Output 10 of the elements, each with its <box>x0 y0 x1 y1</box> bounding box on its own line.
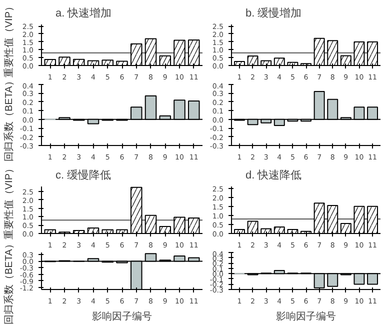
chart-title: b. 缓慢增加 <box>246 6 302 20</box>
y-axis-title: 重要性值（VIP） <box>2 1 15 78</box>
y-axis-title: 回归系数（BETA） <box>2 239 15 324</box>
y-axis-title: 重要性值（VIP） <box>2 163 15 240</box>
chart-title: a. 快速增加 <box>56 6 112 20</box>
x-axis-title: 影响因子编号 <box>276 310 336 322</box>
chart-title: d. 快速降低 <box>246 168 302 182</box>
x-axis-title: 影响因子编号 <box>92 310 152 322</box>
chart-title: c. 缓慢降低 <box>56 168 112 182</box>
y-axis-title: 回归系数（BETA） <box>2 76 15 162</box>
